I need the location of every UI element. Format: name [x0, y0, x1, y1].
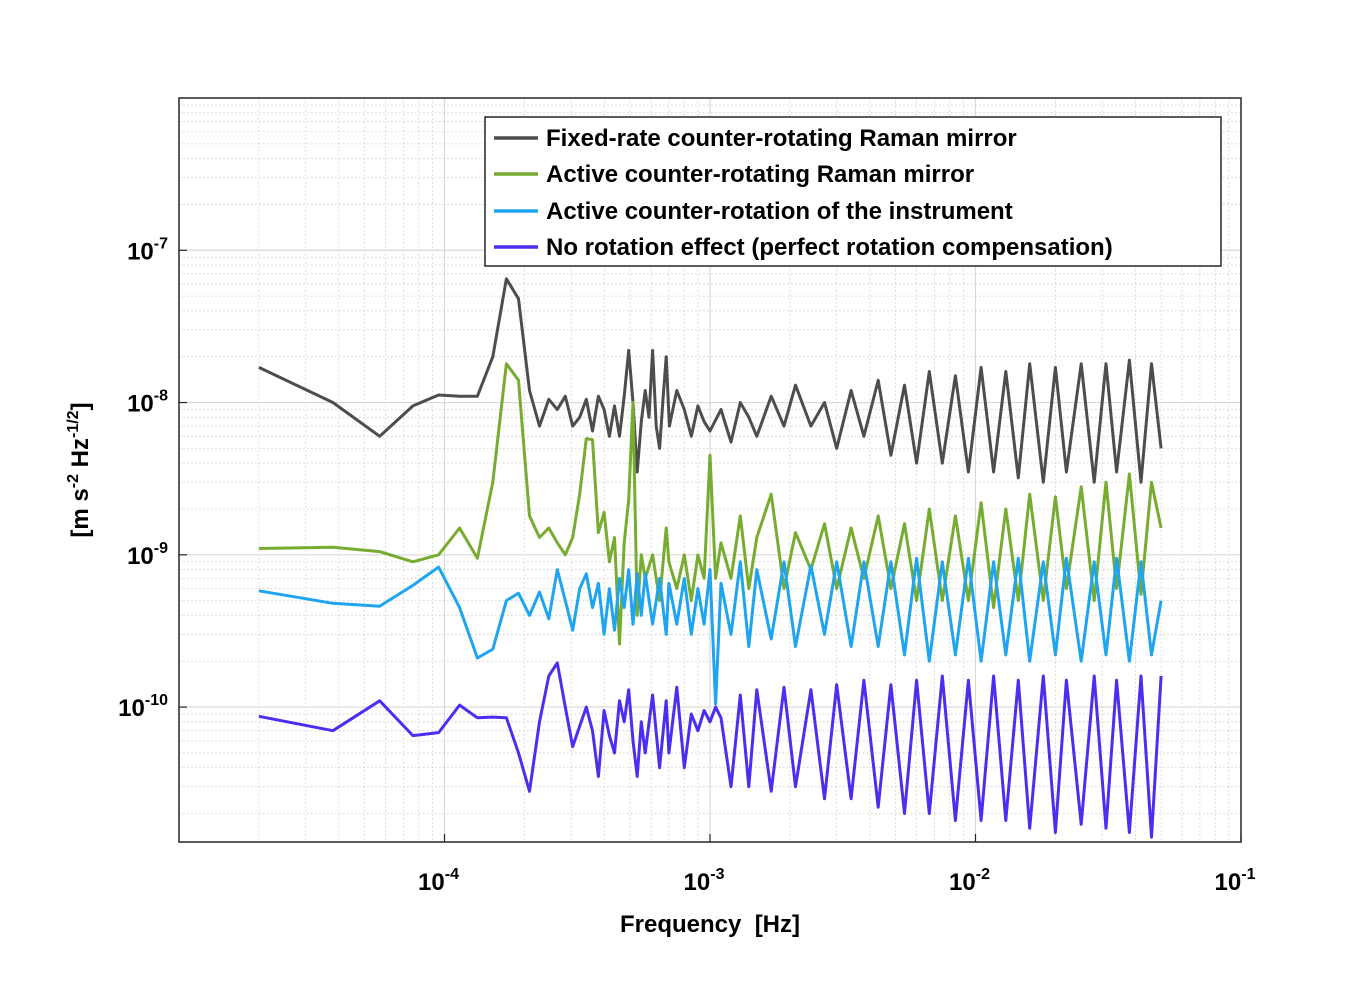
legend-label-3: No rotation effect (perfect rotation com…	[546, 234, 1113, 261]
y-axis-label-part-e: ]	[67, 402, 94, 410]
series-line-1	[258, 362, 1163, 646]
tick-labels: 10-4 10-3 10-2 10-1 10-10 10-9 10-8 10-7	[118, 235, 1255, 896]
y-axis-label-exp-1: -2	[65, 474, 82, 488]
legend-box	[484, 116, 1222, 267]
x-tick-label-0: 10-4	[418, 866, 459, 896]
legend-label-0: Fixed-rate counter-rotating Raman mirror	[546, 125, 1017, 152]
y-axis-label-exp-2: -1/2	[65, 410, 82, 438]
legend-label-2: Active counter-rotation of the instrumen…	[546, 198, 1013, 225]
y-axis-label-part-c: Hz	[67, 438, 94, 474]
series-line-0	[258, 277, 1163, 484]
legend: Fixed-rate counter-rotating Raman mirror…	[484, 116, 1222, 267]
y-tick-label-2: 10-8	[127, 388, 168, 418]
y-tick-label-1: 10-9	[127, 540, 168, 570]
legend-label-1: Active counter-rotating Raman mirror	[546, 161, 974, 188]
y-axis-label-part-a: [m s	[67, 488, 94, 537]
x-tick-label-2: 10-2	[949, 866, 990, 896]
x-tick-label-3: 10-1	[1215, 866, 1256, 896]
y-tick-label-0: 10-10	[118, 692, 168, 722]
x-axis-label: Frequency [Hz]	[620, 911, 800, 938]
series-line-3	[258, 661, 1163, 839]
series-line-2	[258, 556, 1163, 706]
series-lines	[258, 277, 1163, 839]
y-axis-label: [m s-2 Hz-1/2]	[65, 402, 94, 537]
x-tick-label-1: 10-3	[684, 866, 725, 896]
y-tick-label-3: 10-7	[127, 235, 168, 265]
